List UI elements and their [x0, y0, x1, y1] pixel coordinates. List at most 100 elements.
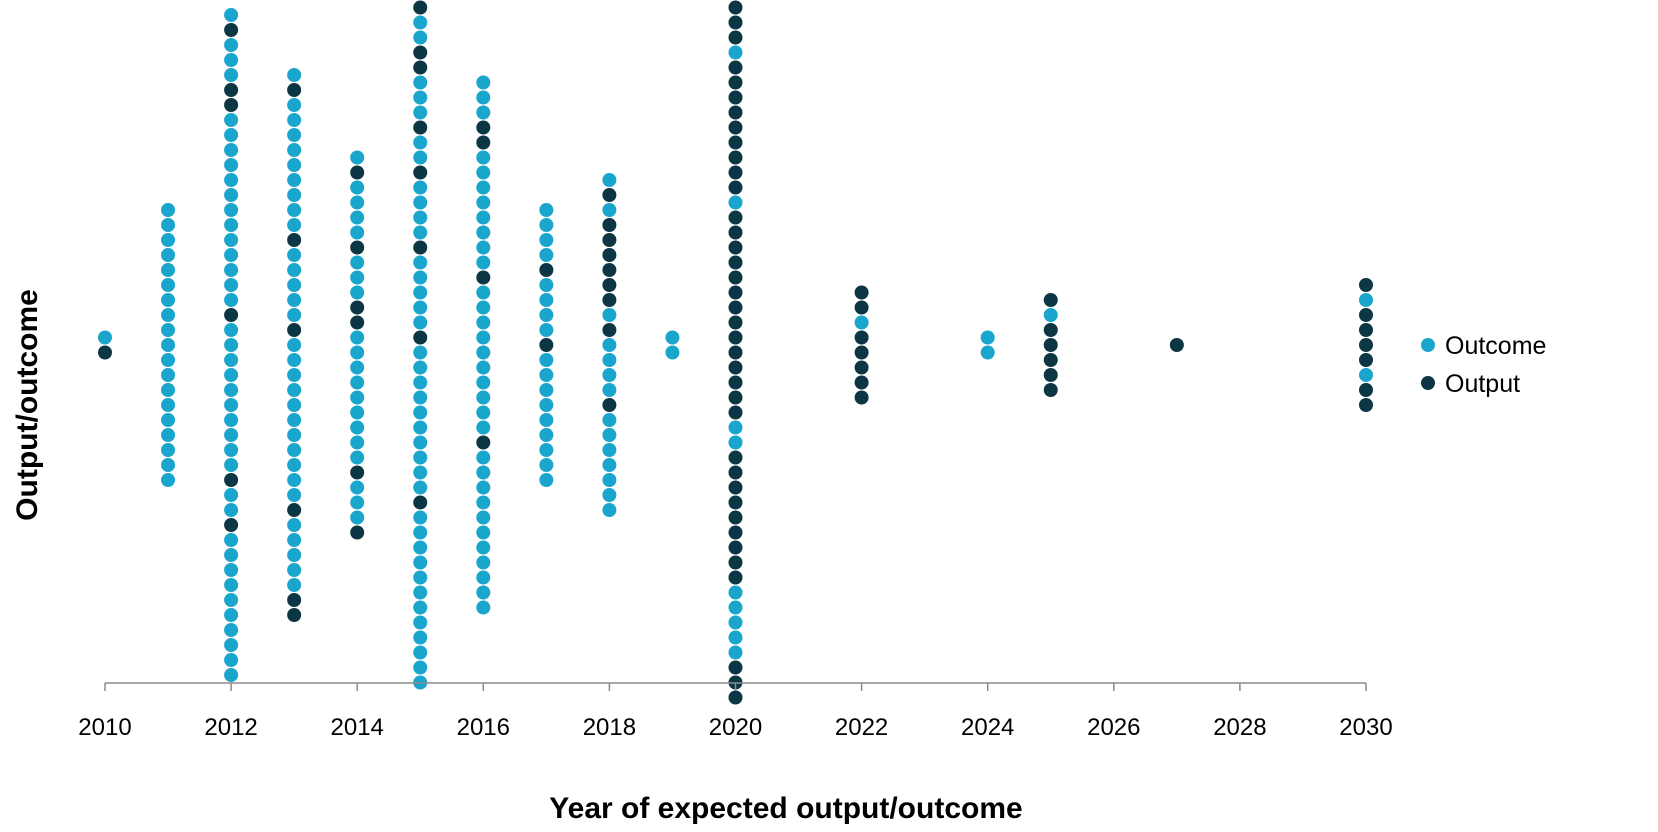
output-dot	[350, 240, 365, 255]
outcome-dot	[287, 428, 302, 442]
output-dot	[728, 75, 743, 90]
outcome-dot	[728, 585, 743, 600]
output-dot	[602, 278, 617, 292]
y-axis-title: Output/outcome	[11, 289, 44, 521]
output-dot	[287, 233, 302, 247]
outcome-dot	[665, 345, 680, 360]
outcome-dot	[476, 180, 491, 195]
outcome-dot	[539, 203, 554, 217]
output-dot	[1359, 398, 1373, 412]
outcome-dot	[413, 450, 428, 465]
output-dot	[287, 593, 302, 607]
outcome-dot	[413, 540, 428, 555]
outcome-dot	[224, 53, 239, 67]
output-dot	[1043, 383, 1058, 397]
output-dot	[1359, 338, 1373, 352]
outcome-dot	[476, 495, 491, 510]
outcome-dot	[224, 653, 239, 667]
output-dot	[224, 98, 239, 112]
outcome-dot	[287, 308, 302, 322]
outcome-dot	[224, 203, 239, 217]
outcome-dot	[287, 173, 302, 187]
outcome-dot	[476, 240, 491, 255]
outcome-dot	[539, 218, 554, 232]
outcome-dot	[476, 585, 491, 600]
output-dot	[413, 495, 428, 510]
outcome-dot	[539, 248, 554, 262]
outcome-dot	[287, 368, 302, 382]
legend-marker-outcome	[1421, 338, 1435, 352]
outcome-dot	[224, 278, 239, 292]
outcome-dot	[287, 533, 302, 547]
output-dot	[728, 240, 743, 255]
outcome-dot	[287, 203, 302, 217]
outcome-dot	[602, 443, 617, 457]
outcome-dot	[476, 210, 491, 225]
output-dot	[602, 188, 617, 202]
outcome-dot	[161, 458, 176, 472]
outcome-dot	[161, 278, 176, 292]
x-tick-label: 2016	[457, 714, 510, 741]
outcome-dot	[287, 458, 302, 472]
outcome-dot	[161, 323, 176, 337]
output-dot	[413, 0, 428, 15]
outcome-dot	[476, 540, 491, 555]
output-dot	[413, 60, 428, 75]
output-dot	[350, 300, 365, 315]
output-dot	[350, 165, 365, 180]
outcome-dot	[224, 158, 239, 172]
output-dot	[602, 263, 617, 277]
outcome-dot	[224, 608, 239, 622]
x-tick-label: 2014	[331, 714, 384, 741]
outcome-dot	[224, 173, 239, 187]
outcome-dot	[287, 488, 302, 502]
output-dot	[728, 255, 743, 270]
outcome-dot	[287, 68, 302, 82]
output-dot	[854, 360, 869, 375]
outcome-dot	[224, 443, 239, 457]
outcome-dot	[980, 345, 995, 360]
outcome-dot	[224, 668, 239, 682]
outcome-dot	[413, 195, 428, 210]
outcome-dot	[413, 300, 428, 315]
outcome-dot	[161, 308, 176, 322]
output-dot	[1043, 368, 1058, 382]
x-axis-ticks: 2010 2012 2014 2016 2018 2020 2022 2024 2026 2028…	[78, 683, 1393, 741]
legend-label-outcome: Outcome	[1445, 332, 1546, 360]
output-dot	[287, 323, 302, 337]
output-dot	[602, 323, 617, 337]
output-dot	[602, 398, 617, 412]
outcome-dot	[413, 405, 428, 420]
output-dot	[224, 518, 239, 532]
output-dot	[728, 480, 743, 495]
outcome-dot	[413, 525, 428, 540]
output-dot	[602, 218, 617, 232]
outcome-dot	[224, 323, 239, 337]
output-dot	[1359, 383, 1373, 397]
output-dot	[728, 360, 743, 375]
outcome-dot	[854, 315, 869, 330]
outcome-dot	[161, 203, 176, 217]
output-dot	[728, 315, 743, 330]
outcome-dot	[728, 600, 743, 615]
outcome-dot	[728, 630, 743, 645]
outcome-dot	[224, 428, 239, 442]
outcome-dot	[413, 345, 428, 360]
outcome-dot	[287, 128, 302, 142]
output-dot	[1169, 338, 1184, 352]
output-dot	[728, 150, 743, 165]
outcome-dot	[350, 225, 365, 240]
outcome-dot	[224, 398, 239, 412]
outcome-dot	[539, 413, 554, 427]
outcome-dot	[476, 195, 491, 210]
outcome-dot	[602, 173, 617, 187]
output-dot	[602, 293, 617, 307]
outcome-dot	[287, 518, 302, 532]
outcome-dot	[287, 578, 302, 592]
output-dot	[539, 263, 554, 277]
outcome-dot	[224, 353, 239, 367]
outcome-dot	[413, 225, 428, 240]
output-dot	[728, 405, 743, 420]
output-dot	[728, 540, 743, 555]
